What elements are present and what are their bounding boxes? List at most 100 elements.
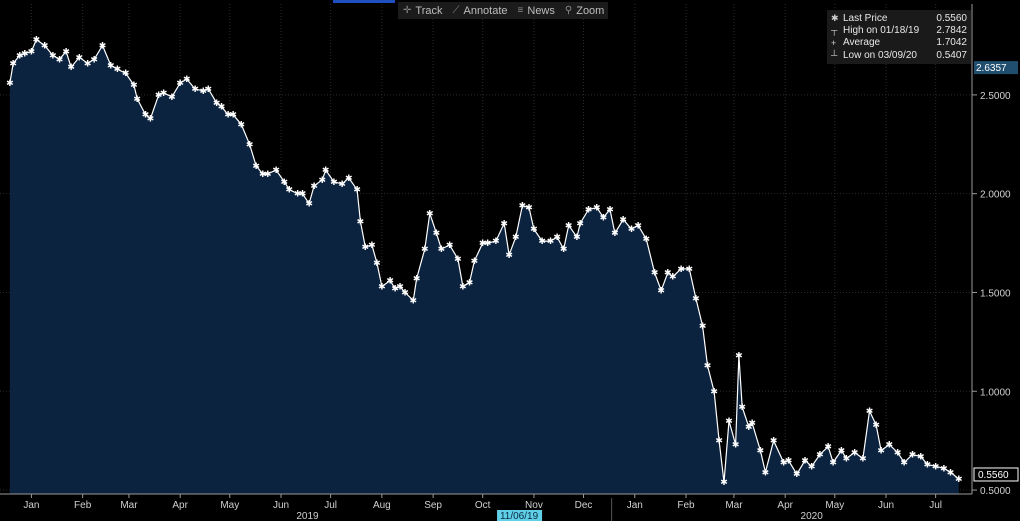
price-point-marker: ✱	[401, 289, 409, 299]
price-point-marker: ✱	[322, 166, 330, 176]
price-point-marker: ✱	[894, 449, 902, 459]
price-point-marker: ✱	[281, 178, 289, 188]
x-tick-label: Aug	[373, 500, 391, 511]
top-value-tag-text: 2.6357	[976, 63, 1007, 74]
price-point-marker: ✱	[62, 47, 70, 57]
y-tick-label: 0.5000	[980, 486, 1011, 497]
zoom-label: Zoom	[576, 4, 605, 17]
price-point-marker: ✱	[305, 200, 313, 210]
price-point-marker: ✱	[940, 464, 948, 474]
price-point-marker: ✱	[525, 204, 533, 214]
crosshair-icon: ✛	[403, 5, 412, 16]
cursor-date-tag-text: 11/06/19	[500, 511, 539, 521]
star-marker-icon: ✱	[831, 12, 839, 23]
price-point-marker: ✱	[757, 447, 765, 457]
price-point-marker: ✱	[386, 277, 394, 287]
price-point-marker: ✱	[362, 243, 370, 253]
y-tick-label: 1.0000	[980, 387, 1011, 398]
last-price-tag-text: 0.5560	[978, 470, 1009, 481]
price-point-marker: ✱	[142, 111, 150, 121]
price-point-marker: ✱	[725, 417, 733, 427]
price-point-marker: ✱	[872, 421, 880, 431]
price-point-marker: ✱	[611, 229, 619, 239]
price-point-marker: ✱	[252, 162, 260, 172]
price-point-marker: ✱	[122, 69, 130, 79]
price-point-marker: ✱	[259, 170, 267, 180]
price-point-marker: ✱	[829, 458, 837, 468]
price-point-marker: ✱	[454, 255, 462, 265]
legend-label: High on 01/18/19	[843, 24, 920, 36]
price-point-marker: ✱	[294, 190, 302, 200]
price-point-marker: ✱	[130, 81, 138, 91]
legend-row-average: + Average 1.7042	[831, 37, 967, 49]
x-tick-label: Oct	[475, 500, 491, 511]
top-value-tag-bg	[974, 61, 1018, 75]
price-point-marker: ✱	[576, 219, 584, 229]
price-point-marker: ✱	[909, 451, 917, 461]
x-axis-ticks: Jan Feb Mar Apr May Jun Jul Aug Sep Oct Nov Dec Jan F…	[23, 494, 942, 521]
price-point-marker: ✱	[6, 79, 14, 89]
price-point-marker: ✱	[793, 470, 801, 480]
price-point-marker: ✱	[553, 233, 561, 243]
y-axis-ticks: 2.5000 2.0000 1.5000 1.0000 0.5000	[972, 91, 1011, 497]
zoom-button[interactable]: ⚲ Zoom	[560, 5, 609, 17]
price-point-marker: ✱	[310, 182, 318, 192]
price-point-marker: ✱	[99, 42, 107, 52]
price-point-marker: ✱	[133, 95, 141, 105]
price-point-marker: ✱	[886, 441, 894, 451]
price-area-fill	[9, 39, 959, 494]
price-point-marker: ✱	[505, 251, 513, 261]
price-point-marker: ✱	[246, 140, 254, 150]
price-point-marker: ✱	[459, 283, 467, 293]
price-point-marker: ✱	[843, 454, 851, 464]
price-point-marker: ✱	[84, 59, 92, 69]
x-tick-label: Jul	[929, 500, 942, 511]
price-point-marker: ✱	[560, 245, 568, 255]
price-point-marker: ✱	[538, 237, 546, 247]
pencil-icon: ⟋	[452, 5, 460, 16]
legend-row-high: ┬ High on 01/18/19 2.7842	[831, 24, 967, 36]
price-point-marker: ✱	[735, 352, 743, 362]
price-point-marker: ✱	[664, 269, 672, 279]
legend-row-low: ┴ Low on 03/09/20 0.5407	[831, 49, 967, 61]
track-button[interactable]: ✛ Track	[398, 5, 447, 17]
price-point-marker: ✱	[692, 294, 700, 304]
y-tick-label: 1.5000	[980, 288, 1011, 299]
price-point-marker: ✱	[272, 166, 280, 176]
low-marker-icon: ┴	[831, 50, 838, 61]
price-point-marker: ✱	[780, 458, 788, 468]
price-point-marker: ✱	[519, 202, 527, 212]
x-tick-label: May	[825, 500, 844, 511]
price-point-marker: ✱	[264, 170, 272, 180]
x-tick-label: Mar	[725, 500, 743, 511]
price-point-marker: ✱	[466, 279, 474, 289]
price-point-marker: ✱	[619, 215, 627, 225]
annotate-label: Annotate	[463, 4, 508, 17]
price-point-marker: ✱	[851, 449, 859, 459]
price-point-marker: ✱	[357, 217, 365, 227]
price-point-marker: ✱	[205, 85, 213, 95]
high-marker-icon: ┬	[831, 25, 838, 36]
x-tick-label: Feb	[74, 500, 92, 511]
price-point-marker: ✱	[330, 178, 338, 188]
year-labels: 2019 2020	[296, 511, 823, 521]
price-point-marker: ✱	[606, 206, 614, 216]
price-point-marker: ✱	[866, 407, 874, 417]
legend-label: Last Price	[843, 12, 888, 24]
price-point-marker: ✱	[28, 47, 36, 57]
price-point-marker: ✱	[900, 458, 908, 468]
price-point-marker: ✱	[319, 176, 327, 186]
news-button[interactable]: ≡ News	[513, 5, 560, 17]
price-point-marker: ✱	[634, 221, 642, 231]
track-label: Track	[415, 4, 443, 17]
price-point-marker: ✱	[413, 275, 421, 285]
x-tick-label: Sep	[424, 500, 442, 511]
price-point-marker: ✱	[762, 468, 770, 478]
annotate-button[interactable]: ⟋ Annotate	[447, 5, 512, 17]
price-point-marker: ✱	[600, 213, 608, 223]
price-point-marker: ✱	[224, 111, 232, 121]
price-point-marker: ✱	[785, 456, 793, 466]
x-tick-label: Dec	[575, 500, 593, 511]
price-point-marker: ✱	[801, 456, 809, 466]
